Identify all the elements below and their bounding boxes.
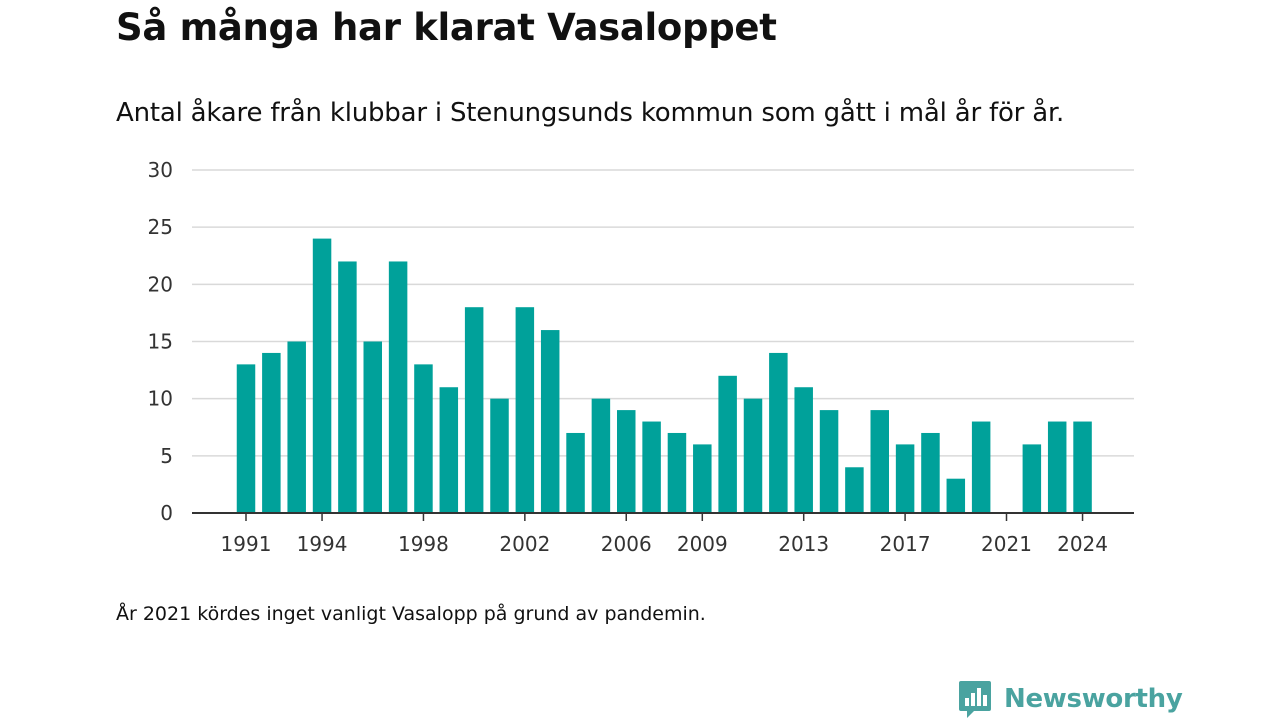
bar-2009 bbox=[693, 444, 712, 513]
bar-2016 bbox=[870, 410, 889, 513]
bar-2019 bbox=[946, 478, 966, 513]
bar-2000 bbox=[464, 307, 484, 513]
y-tick-label: 15 bbox=[148, 330, 173, 354]
bar-2002 bbox=[515, 307, 535, 513]
y-tick-label: 0 bbox=[160, 501, 173, 525]
chart-title: Så många har klarat Vasaloppet bbox=[116, 6, 777, 49]
bar-2023 bbox=[1047, 421, 1067, 513]
bar-2020 bbox=[971, 421, 991, 513]
bar-2004 bbox=[566, 432, 585, 513]
x-tick-label: 1991 bbox=[221, 532, 272, 556]
x-tick-label: 2024 bbox=[1057, 532, 1108, 556]
bar-1994 bbox=[312, 238, 332, 513]
x-tick-label: 2002 bbox=[499, 532, 550, 556]
bar-2015 bbox=[845, 467, 864, 513]
bar-2007 bbox=[642, 421, 661, 513]
footnote: År 2021 kördes inget vanligt Vasalopp på… bbox=[116, 603, 706, 625]
y-axis-ticks: 0 5 10 15 20 25 30 bbox=[148, 158, 173, 525]
bar-2003 bbox=[540, 330, 560, 513]
y-tick-label: 5 bbox=[160, 444, 173, 468]
bar-1996 bbox=[363, 341, 382, 513]
y-tick-label: 25 bbox=[148, 215, 173, 239]
bar-2005 bbox=[591, 398, 611, 513]
bar-1997 bbox=[388, 261, 408, 513]
x-tick-label: 2013 bbox=[778, 532, 829, 556]
bar-2011 bbox=[743, 398, 763, 513]
x-tick-label: 2021 bbox=[981, 532, 1032, 556]
bar-2008 bbox=[667, 432, 687, 513]
bar-2010 bbox=[718, 375, 737, 513]
bar-2024 bbox=[1073, 421, 1092, 513]
bar-2013 bbox=[794, 387, 813, 513]
bar-1992 bbox=[262, 352, 281, 513]
bar-2017 bbox=[895, 444, 915, 513]
bar-2006 bbox=[617, 410, 636, 513]
brand-name: Newsworthy bbox=[1004, 684, 1183, 714]
chart-subtitle: Antal åkare från klubbar i Stenungsunds … bbox=[116, 98, 1065, 128]
gridlines bbox=[192, 169, 1134, 457]
newsworthy-logo-icon bbox=[959, 681, 991, 718]
y-tick-label: 30 bbox=[148, 158, 173, 182]
bar-2014 bbox=[819, 410, 839, 513]
x-axis-ticks: 1991 1994 1998 2002 2006 2009 2013 2017 2021 2024 bbox=[221, 513, 1108, 556]
x-tick-label: 2017 bbox=[880, 532, 931, 556]
x-tick-label: 2009 bbox=[677, 532, 728, 556]
bar-1993 bbox=[287, 341, 306, 513]
bar-1999 bbox=[439, 387, 459, 513]
bar-2012 bbox=[769, 352, 788, 513]
bars bbox=[236, 238, 1092, 513]
bar-1998 bbox=[414, 364, 433, 513]
bar-1995 bbox=[338, 261, 357, 513]
y-tick-label: 10 bbox=[148, 387, 173, 411]
bar-2018 bbox=[921, 432, 940, 513]
x-tick-label: 1998 bbox=[398, 532, 449, 556]
x-tick-label: 2006 bbox=[601, 532, 652, 556]
bar-2001 bbox=[490, 398, 509, 513]
bar-2022 bbox=[1022, 444, 1042, 513]
x-tick-label: 1994 bbox=[297, 532, 348, 556]
brand-logo: Newsworthy bbox=[958, 678, 1183, 720]
y-tick-label: 20 bbox=[148, 272, 173, 296]
bar-1991 bbox=[236, 364, 256, 513]
